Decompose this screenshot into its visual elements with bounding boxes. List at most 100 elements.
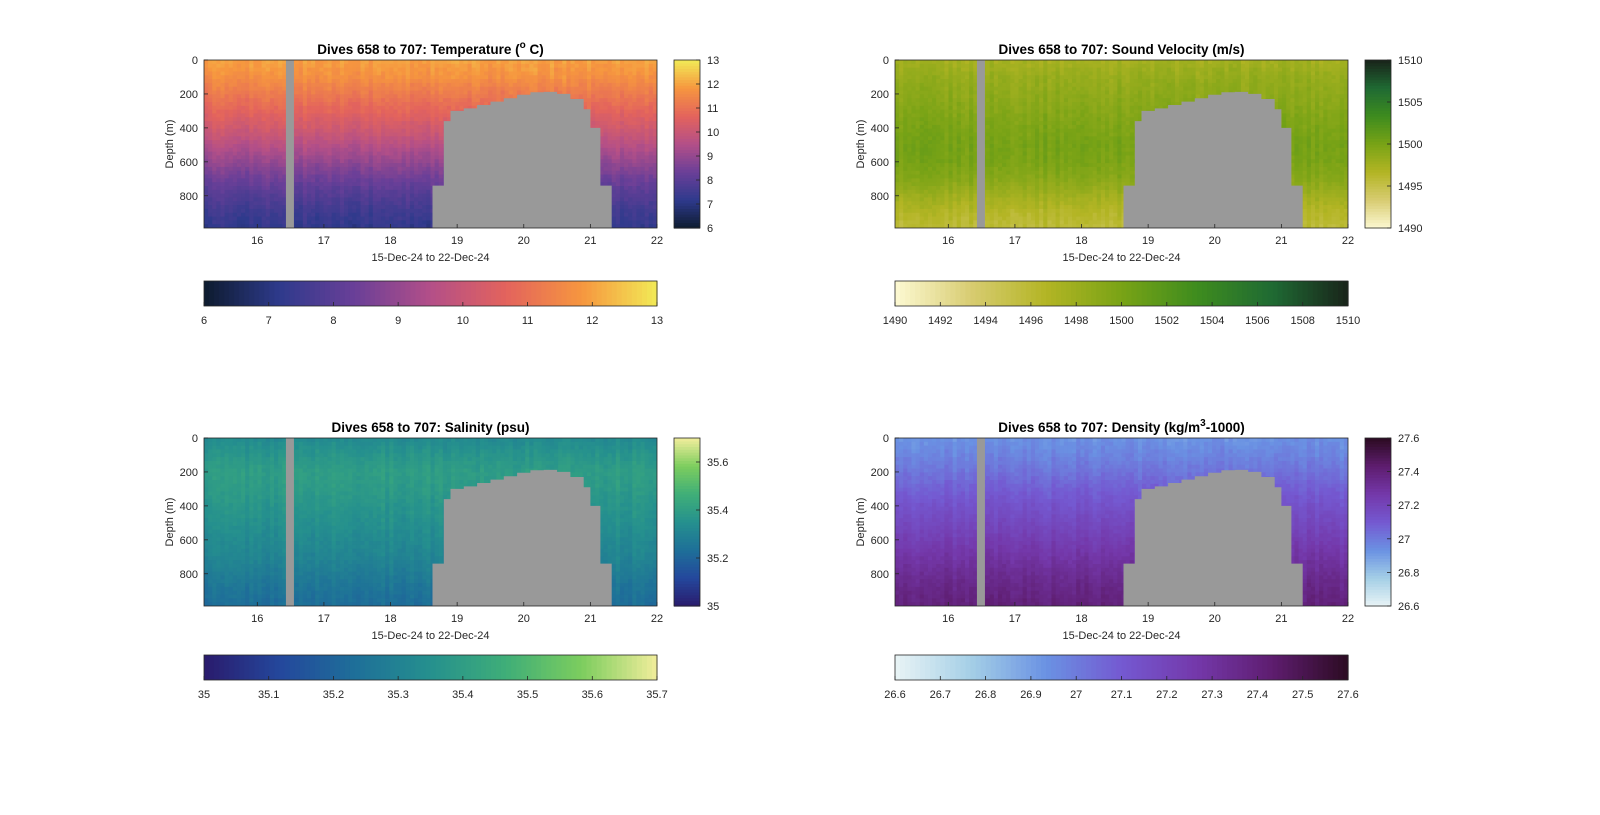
seafloor-region [432, 469, 612, 606]
bottom-colorbar-label: 12 [586, 315, 598, 327]
side-colorbar-label: 35.2 [707, 553, 728, 565]
bottom-colorbar-label: 1498 [1064, 315, 1088, 327]
bottom-colorbar-label: 27 [1070, 689, 1082, 701]
x-tick-label: 20 [518, 613, 530, 625]
chart-title: Dives 658 to 707: Sound Velocity (m/s) [998, 42, 1244, 57]
side-colorbar-label: 35 [707, 601, 719, 613]
x-tick-label: 19 [451, 613, 463, 625]
bottom-colorbar-label: 7 [266, 315, 272, 327]
bottom-colorbar-label: 1504 [1200, 315, 1224, 327]
side-colorbar-frame [673, 59, 701, 229]
y-tick-label: 400 [180, 123, 198, 135]
x-tick-label: 16 [251, 613, 263, 625]
chart-panel-2: 16 17 18 19 20 21 22 0 200 400 600 800 15-Dec-24 to … [855, 42, 1422, 327]
x-tick-label: 22 [1342, 613, 1354, 625]
bottom-colorbar-label: 26.7 [930, 689, 951, 701]
chart-panel-3: 16 17 18 19 20 21 22 0 200 400 600 800 15-Dec-24 to … [164, 420, 728, 701]
x-tick-label: 22 [651, 235, 663, 247]
bottom-colorbar-label: 1508 [1290, 315, 1314, 327]
y-tick-label: 600 [180, 157, 198, 169]
bottom-colorbar-label: 10 [457, 315, 469, 327]
y-tick-label: 600 [871, 157, 889, 169]
bottom-colorbar: 26.6 26.7 26.8 26.9 27 27.1 27.2 27.3 27.4 27.5 27… [884, 654, 1359, 701]
side-colorbar-label: 27.6 [1398, 433, 1419, 445]
x-tick-label: 20 [1209, 613, 1221, 625]
bottom-colorbar-label: 26.8 [975, 689, 996, 701]
bottom-colorbar-label: 1496 [1019, 315, 1043, 327]
side-colorbar: 35 35.2 35.4 35.6 [673, 437, 728, 613]
chart-title: Dives 658 to 707: Temperature (o C) [317, 40, 543, 57]
x-tick-label: 21 [584, 235, 596, 247]
chart-panel-4: 16 17 18 19 20 21 22 0 200 400 600 800 15-Dec-24 to … [855, 418, 1419, 701]
side-colorbar-label: 11 [707, 103, 718, 115]
y-tick-label: 400 [871, 123, 889, 135]
y-tick-label: 600 [180, 535, 198, 547]
side-colorbar-label: 1500 [1398, 139, 1422, 151]
side-colorbar-label: 10 [707, 127, 719, 139]
x-tick-label: 20 [1209, 235, 1221, 247]
x-tick-label: 21 [1275, 613, 1287, 625]
y-tick-label: 200 [180, 89, 198, 101]
side-colorbar-label: 12 [707, 79, 719, 91]
x-tick-label: 17 [1009, 613, 1021, 625]
side-colorbar-label: 26.6 [1398, 601, 1419, 613]
chart-title: Dives 658 to 707: Density (kg/m3-1000) [998, 418, 1244, 435]
y-axis-label: Depth (m) [855, 120, 867, 169]
bottom-colorbar-label: 13 [651, 315, 663, 327]
side-colorbar-label: 26.8 [1398, 567, 1419, 579]
x-axis-label: 15-Dec-24 to 22-Dec-24 [371, 630, 489, 642]
x-tick-label: 19 [1142, 235, 1154, 247]
y-tick-label: 400 [180, 501, 198, 513]
x-tick-label: 18 [384, 613, 396, 625]
bottom-colorbar-label: 1492 [928, 315, 952, 327]
y-tick-label: 800 [871, 191, 889, 203]
y-tick-label: 200 [871, 467, 889, 479]
y-tick-label: 800 [871, 569, 889, 581]
bottom-colorbar-label: 35.3 [387, 689, 408, 701]
bottom-colorbar-label: 27.2 [1156, 689, 1177, 701]
bottom-colorbar-frame [203, 654, 658, 681]
bottom-colorbar-label: 1510 [1336, 315, 1360, 327]
x-tick-label: 17 [1009, 235, 1021, 247]
bottom-colorbar-label: 1490 [883, 315, 907, 327]
x-axis-label: 15-Dec-24 to 22-Dec-24 [1062, 630, 1180, 642]
seafloor-region [432, 91, 612, 229]
seafloor-region [1123, 91, 1303, 229]
y-tick-label: 0 [192, 433, 198, 445]
bottom-colorbar-label: 35.7 [646, 689, 667, 701]
bottom-colorbar-label: 1494 [973, 315, 997, 327]
x-tick-label: 22 [651, 613, 663, 625]
side-colorbar: 1490 1495 1500 1505 1510 [1364, 55, 1422, 235]
y-tick-label: 0 [192, 55, 198, 67]
x-tick-label: 18 [1075, 235, 1087, 247]
bottom-colorbar-label: 35 [198, 689, 210, 701]
bottom-colorbar-label: 1506 [1245, 315, 1269, 327]
x-tick-label: 16 [251, 235, 263, 247]
axes-box [894, 59, 1349, 229]
missing-data-column [976, 438, 985, 606]
bottom-colorbar: 1490 1492 1494 1496 1498 1500 1502 1504 1506 1508… [883, 280, 1360, 327]
y-axis-label: Depth (m) [164, 120, 176, 169]
axes-box [203, 437, 658, 607]
x-axis-label: 15-Dec-24 to 22-Dec-24 [1062, 252, 1180, 264]
bottom-colorbar-label: 1502 [1155, 315, 1179, 327]
x-tick-label: 19 [451, 235, 463, 247]
x-tick-label: 16 [942, 613, 954, 625]
x-tick-label: 18 [1075, 613, 1087, 625]
side-colorbar-label: 1495 [1398, 181, 1422, 193]
side-colorbar-frame [673, 437, 701, 607]
bottom-colorbar-label: 9 [395, 315, 401, 327]
bottom-colorbar-label: 27.3 [1201, 689, 1222, 701]
missing-data-column [285, 60, 294, 228]
bottom-colorbar-label: 26.6 [884, 689, 905, 701]
bottom-colorbar: 6 7 8 9 10 11 12 13 [201, 280, 663, 327]
side-colorbar-label: 1505 [1398, 97, 1422, 109]
side-colorbar-label: 1510 [1398, 55, 1422, 67]
y-tick-label: 0 [883, 55, 889, 67]
bottom-colorbar-label: 35.6 [582, 689, 603, 701]
chart-panel-1: 16 17 18 19 20 21 22 0 200 400 600 800 15-Dec-24 to … [164, 40, 719, 327]
side-colorbar-label: 35.6 [707, 457, 728, 469]
bottom-colorbar-label: 35.5 [517, 689, 538, 701]
y-tick-label: 200 [180, 467, 198, 479]
y-tick-label: 400 [871, 501, 889, 513]
